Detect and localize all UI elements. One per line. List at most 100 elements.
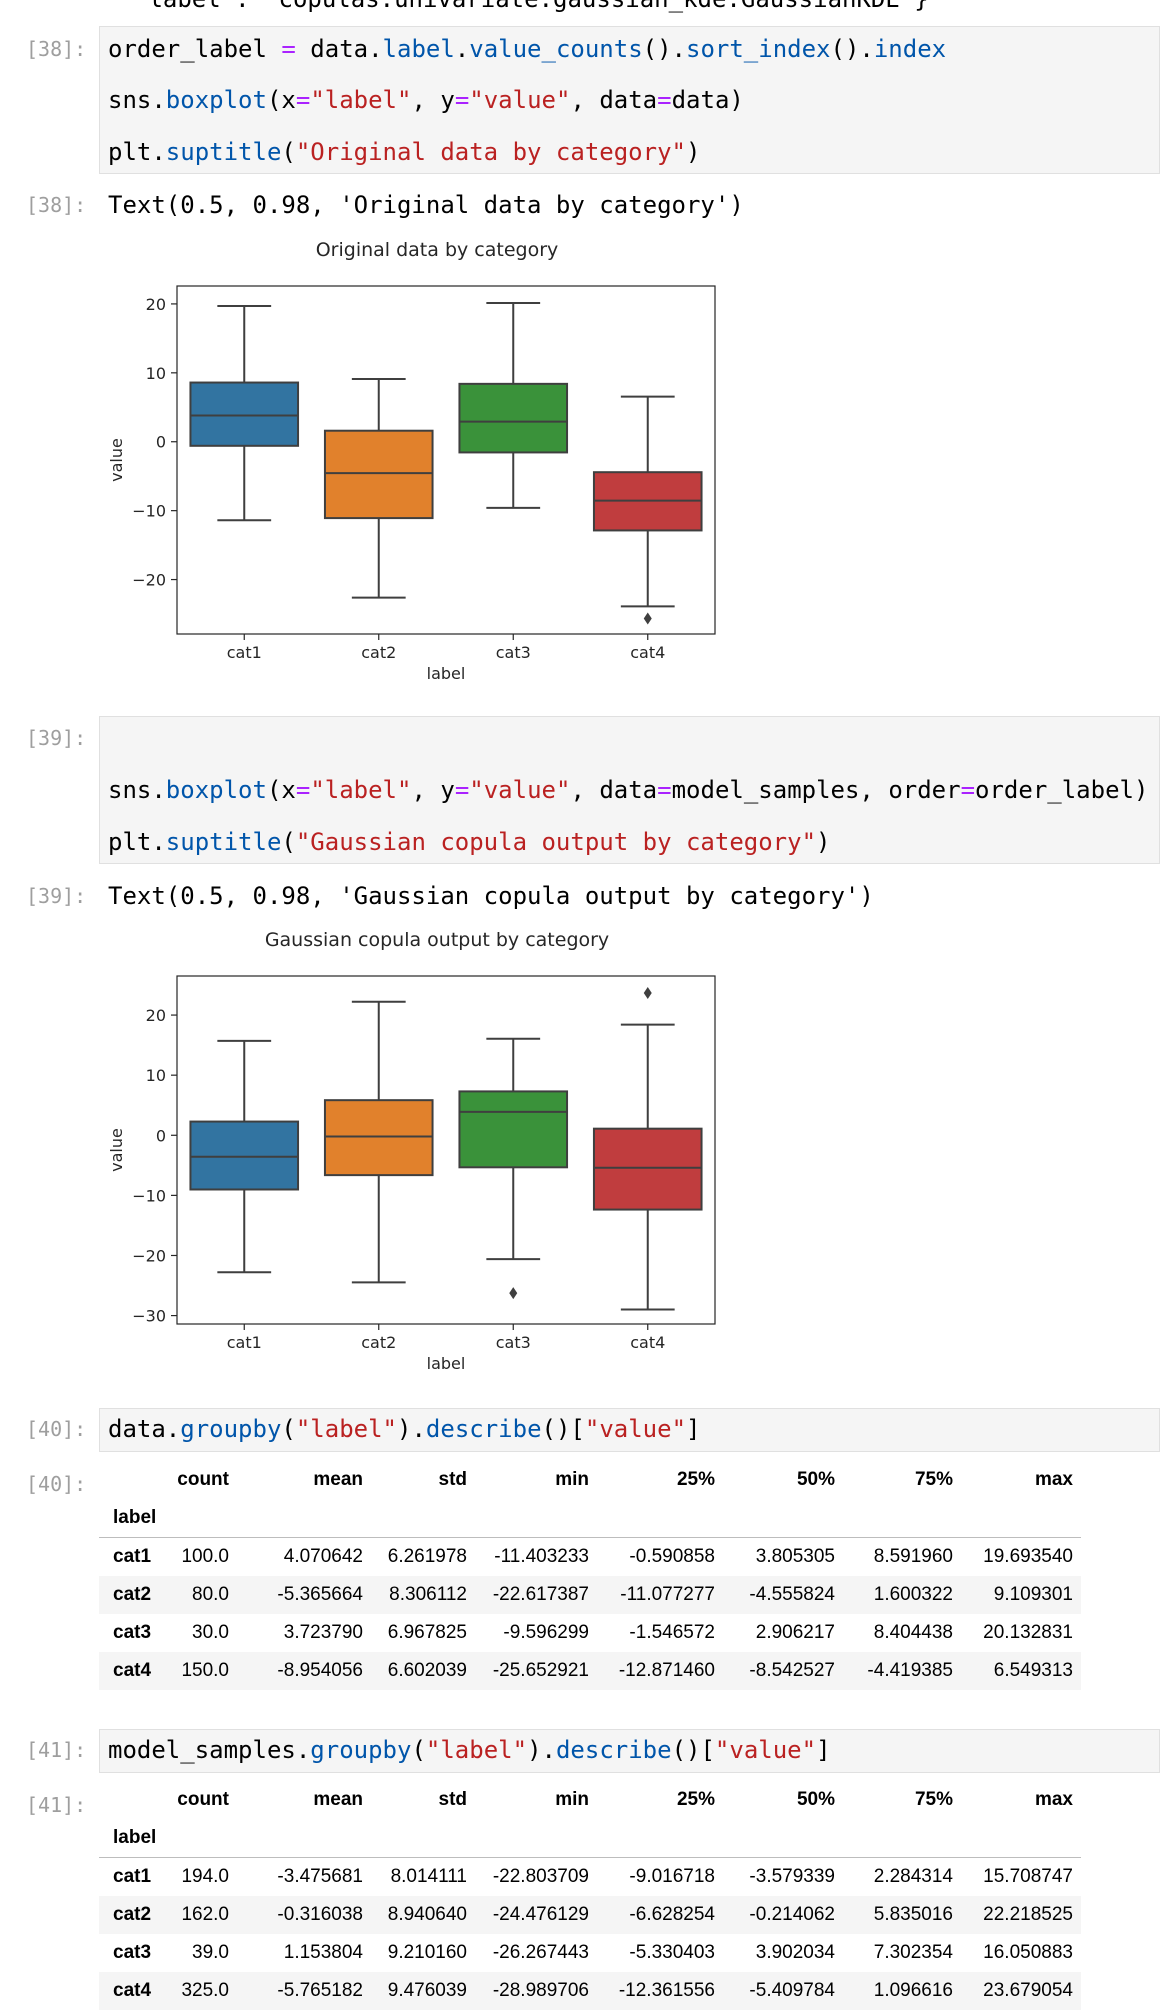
column-header: std xyxy=(438,1469,468,1490)
table-cell: 20.132831 xyxy=(983,1622,1073,1643)
table-cell: -11.077277 xyxy=(597,1576,723,1614)
x-tick-label: cat1 xyxy=(227,1333,262,1352)
output-text: Text(0.5, 0.98, 'Original data by catego… xyxy=(108,191,744,219)
table-cell: 39.0 xyxy=(192,1942,229,1963)
table-cell: 15.708747 xyxy=(983,1866,1073,1887)
table-cell: -12.871460 xyxy=(597,1652,723,1690)
empty-cell xyxy=(961,1499,1081,1538)
index-name: label xyxy=(99,1499,167,1538)
input-area[interactable] xyxy=(99,1729,1160,1773)
table-cell: 8.404438 xyxy=(873,1622,953,1643)
box xyxy=(323,429,434,520)
y-tick-label: −10 xyxy=(132,1186,166,1205)
row-label: cat4 xyxy=(99,1972,167,2010)
column-header: count xyxy=(177,1789,229,1810)
x-tick-label: cat1 xyxy=(227,643,262,662)
flier xyxy=(509,1287,518,1300)
dataframe: count mean std min 25% 50% 75% max label cat1 194.… xyxy=(99,1781,1081,2010)
column-header: mean xyxy=(313,1789,363,1810)
table-cell: 1.153804 xyxy=(283,1942,363,1963)
table-cell: 16.050883 xyxy=(983,1942,1073,1963)
row-label: cat2 xyxy=(99,1896,167,1934)
table-cell: 150.0 xyxy=(167,1652,237,1690)
x-tick-label: cat2 xyxy=(361,643,396,662)
table-cell: -0.590858 xyxy=(629,1546,715,1567)
corner-cell xyxy=(99,1461,167,1499)
table-cell: 2.284314 xyxy=(873,1866,953,1887)
table-cell: -11.403233 xyxy=(494,1546,589,1567)
table-cell: 4.070642 xyxy=(283,1546,363,1567)
output-prompt: [38]: xyxy=(26,193,87,217)
empty-cell xyxy=(371,1499,475,1538)
row-label: cat1 xyxy=(113,1546,152,1567)
plot-frame xyxy=(176,285,716,635)
column-header: 25% xyxy=(676,1469,715,1490)
table-cell: -9.016718 xyxy=(629,1866,715,1887)
empty-cell xyxy=(475,1499,597,1538)
output-prompt: [39]: xyxy=(26,884,87,908)
input-area[interactable] xyxy=(99,716,1160,864)
table-row: cat4 150.0 -8.954056 6.602039 -25.652921 -12.… xyxy=(99,1652,1081,1690)
box xyxy=(189,1120,300,1191)
empty-cell xyxy=(843,1819,961,1858)
header-row: count mean std min 25% 50% 75% max xyxy=(99,1461,1081,1499)
table-cell: -4.419385 xyxy=(843,1652,961,1690)
table-cell: 325.0 xyxy=(167,1972,237,2010)
table-cell: 6.261978 xyxy=(387,1546,467,1567)
dataframe: count mean std min 25% 50% 75% max label cat1 100.… xyxy=(99,1461,1081,1690)
column-header: 50% xyxy=(796,1469,835,1490)
code-line: sns.boxplot(x="label", y="value", data=m… xyxy=(108,776,1149,804)
column-header: min xyxy=(555,1469,589,1490)
header-row: count mean std min 25% 50% 75% max xyxy=(99,1781,1081,1819)
code-line: plt.suptitle("Gaussian copula output by … xyxy=(108,828,831,856)
column-header: max xyxy=(1034,1469,1073,1490)
table-cell: -6.628254 xyxy=(597,1896,723,1934)
table-cell: 100.0 xyxy=(181,1546,229,1567)
flier xyxy=(643,612,652,625)
x-tick-label: cat4 xyxy=(630,1333,665,1352)
chart: Gaussian copula output by category −30 −20… xyxy=(107,929,716,1373)
output-prompt: [41]: xyxy=(26,1793,87,1817)
y-tick-label: 20 xyxy=(146,295,166,314)
table-cell: -22.617387 xyxy=(475,1576,597,1614)
table-cell: 6.967825 xyxy=(387,1622,467,1643)
table-cell: -26.267443 xyxy=(492,1942,589,1963)
table-cell: -3.579339 xyxy=(749,1866,835,1887)
column-header: 50% xyxy=(796,1789,835,1810)
y-axis-label: value xyxy=(107,438,126,482)
table-cell: 22.218525 xyxy=(961,1896,1081,1934)
input-area[interactable] xyxy=(99,26,1160,174)
input-prompt: [39]: xyxy=(26,726,87,750)
output-text: Text(0.5, 0.98, 'Gaussian copula output … xyxy=(108,882,874,910)
table-cell: -3.475681 xyxy=(277,1866,363,1887)
table-cell: 5.835016 xyxy=(843,1896,961,1934)
input-area[interactable] xyxy=(99,1408,1160,1452)
table-cell: 3.723790 xyxy=(283,1622,363,1643)
empty-cell xyxy=(237,1499,371,1538)
table-cell: -8.542527 xyxy=(723,1652,843,1690)
row-label: cat1 xyxy=(113,1866,152,1887)
corner-cell xyxy=(99,1781,167,1819)
input-prompt: [38]: xyxy=(26,37,87,61)
table-cell: 8.591960 xyxy=(873,1546,953,1567)
table-cell: -25.652921 xyxy=(475,1652,597,1690)
table-cell: 1.600322 xyxy=(843,1576,961,1614)
code-line: sns.boxplot(x="label", y="value", data=d… xyxy=(108,86,744,114)
column-header: max xyxy=(1034,1789,1073,1810)
empty-cell xyxy=(237,1819,371,1858)
table-cell: -5.365664 xyxy=(237,1576,371,1614)
table-row: cat4 325.0 -5.765182 9.476039 -28.989706 -12.… xyxy=(99,1972,1081,2010)
table-row: cat2 162.0 -0.316038 8.940640 -24.476129 -6.6… xyxy=(99,1896,1081,1934)
table-cell: -8.954056 xyxy=(237,1652,371,1690)
table-row: cat1 194.0 -3.475681 8.014111 -22.803709 -9.0… xyxy=(99,1858,1081,1897)
output-fragment: 'label': 'copulas.univariate.gaussian_kd… xyxy=(134,0,929,14)
y-tick-label: −20 xyxy=(132,1246,166,1265)
row-label: cat4 xyxy=(99,1652,167,1690)
table-cell: -4.555824 xyxy=(723,1576,843,1614)
output-prompt: [40]: xyxy=(26,1472,87,1496)
x-tick-label: cat3 xyxy=(496,643,531,662)
table-cell: 19.693540 xyxy=(983,1546,1073,1567)
table-cell: 9.109301 xyxy=(961,1576,1081,1614)
y-tick-label: −10 xyxy=(132,502,166,521)
table-cell: -5.330403 xyxy=(629,1942,715,1963)
